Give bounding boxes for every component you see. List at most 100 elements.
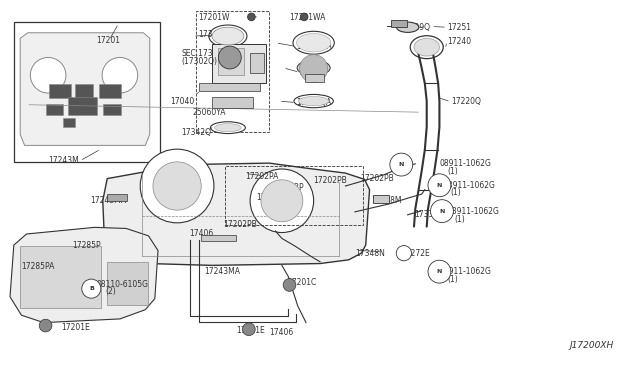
Bar <box>218 48 244 75</box>
Bar <box>391 20 407 27</box>
Text: 08911-1062G: 08911-1062G <box>444 181 495 190</box>
Text: N: N <box>399 162 404 167</box>
Text: 17201E: 17201E <box>61 323 90 331</box>
Circle shape <box>431 200 453 222</box>
Text: (1): (1) <box>447 275 458 283</box>
Circle shape <box>248 13 255 21</box>
Polygon shape <box>10 227 158 323</box>
Ellipse shape <box>414 38 440 56</box>
Bar <box>196 11 269 132</box>
Ellipse shape <box>209 25 247 47</box>
Text: 17226: 17226 <box>257 193 280 202</box>
Text: (1): (1) <box>451 188 461 197</box>
Ellipse shape <box>410 36 444 59</box>
Bar <box>103 104 120 115</box>
Text: 17342Q: 17342Q <box>182 128 212 137</box>
Text: 17220Q: 17220Q <box>451 97 481 106</box>
Bar <box>212 44 266 83</box>
Circle shape <box>39 319 52 332</box>
Text: 08911-1062G: 08911-1062G <box>447 207 499 217</box>
Bar <box>99 84 121 98</box>
Text: 17341: 17341 <box>198 30 222 39</box>
Circle shape <box>300 55 328 83</box>
Ellipse shape <box>297 60 330 76</box>
Circle shape <box>243 323 255 336</box>
Circle shape <box>428 260 451 283</box>
Text: 08911-1062G: 08911-1062G <box>440 159 492 169</box>
Text: (2): (2) <box>106 287 116 296</box>
Text: 17406: 17406 <box>189 229 213 238</box>
Bar <box>49 84 71 98</box>
Text: 17201C: 17201C <box>287 278 316 287</box>
Bar <box>373 195 389 203</box>
Text: 25060YA: 25060YA <box>193 108 227 118</box>
Text: 17040: 17040 <box>170 97 195 106</box>
Text: 17243MA: 17243MA <box>90 196 126 205</box>
Text: 17348N: 17348N <box>356 249 385 258</box>
Ellipse shape <box>212 27 244 45</box>
Circle shape <box>396 246 412 261</box>
Circle shape <box>261 180 303 222</box>
Text: 17201: 17201 <box>159 179 182 188</box>
Polygon shape <box>103 163 369 265</box>
Text: 17202P: 17202P <box>276 183 304 192</box>
Bar <box>107 194 127 201</box>
Bar <box>212 97 253 108</box>
Text: 17272E: 17272E <box>401 249 430 258</box>
Text: 17285P: 17285P <box>72 241 101 250</box>
Bar <box>250 53 264 73</box>
Bar <box>63 118 76 127</box>
Text: 17201: 17201 <box>97 36 120 45</box>
Text: (17302Q): (17302Q) <box>182 57 218 66</box>
Text: 08911-1062G: 08911-1062G <box>440 267 492 276</box>
Text: 17341+A: 17341+A <box>296 42 332 51</box>
Text: 17240: 17240 <box>447 37 471 46</box>
Circle shape <box>283 279 296 291</box>
Text: 17243MA: 17243MA <box>204 267 241 276</box>
Bar <box>199 83 260 91</box>
Circle shape <box>102 57 138 93</box>
Bar <box>20 246 102 308</box>
Bar <box>305 74 324 82</box>
Ellipse shape <box>294 94 333 108</box>
Circle shape <box>153 162 201 210</box>
Ellipse shape <box>298 96 329 106</box>
Text: 17406: 17406 <box>269 328 293 337</box>
Text: 17251: 17251 <box>447 23 471 32</box>
Text: 17201E: 17201E <box>236 326 265 335</box>
Bar <box>108 262 148 305</box>
Text: 17202PB: 17202PB <box>361 174 394 183</box>
Circle shape <box>82 279 101 298</box>
Bar <box>225 166 363 225</box>
Text: (1): (1) <box>454 215 465 224</box>
Circle shape <box>30 57 66 93</box>
Circle shape <box>250 169 314 232</box>
Text: 17243M: 17243M <box>48 156 79 166</box>
Text: 17429Q: 17429Q <box>400 23 430 32</box>
Bar <box>76 84 93 98</box>
Text: B: B <box>89 286 93 291</box>
Text: (1): (1) <box>447 167 458 176</box>
Text: 17342QA: 17342QA <box>296 98 331 107</box>
Text: 17228M: 17228M <box>371 196 401 205</box>
Text: 17202PA: 17202PA <box>245 172 278 181</box>
Circle shape <box>218 46 241 69</box>
Ellipse shape <box>211 122 245 134</box>
Bar <box>14 22 160 162</box>
Circle shape <box>140 149 214 223</box>
Text: 08110-6105G: 08110-6105G <box>97 280 148 289</box>
Text: J17200XH: J17200XH <box>569 341 614 350</box>
Text: N: N <box>439 209 445 214</box>
Text: 17333B: 17333B <box>414 210 444 219</box>
Text: N: N <box>436 183 442 188</box>
Bar <box>68 97 97 115</box>
Text: 17202PB: 17202PB <box>314 176 348 185</box>
Ellipse shape <box>397 22 419 32</box>
Text: SEC.173: SEC.173 <box>182 49 213 58</box>
Ellipse shape <box>214 124 241 132</box>
Text: N: N <box>436 269 442 274</box>
Circle shape <box>428 174 451 197</box>
Bar <box>200 235 236 241</box>
Ellipse shape <box>296 33 331 52</box>
Polygon shape <box>20 33 150 145</box>
